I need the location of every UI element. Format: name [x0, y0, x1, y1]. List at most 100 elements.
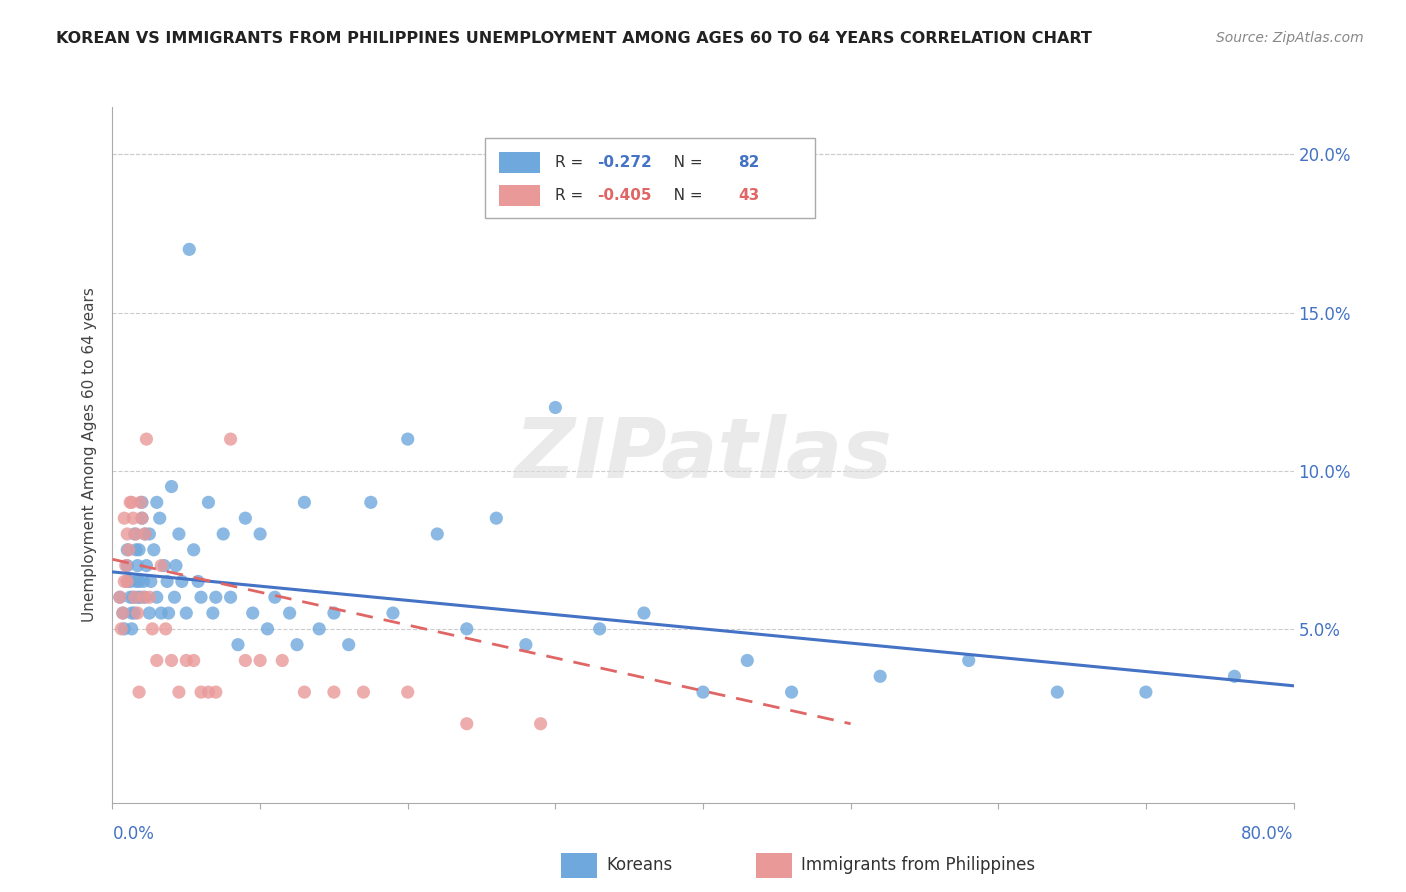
Point [131, 511, 153, 525]
Point [131, 511, 153, 525]
Point [132, 591, 155, 605]
Point [124, 606, 146, 620]
Text: R =: R = [555, 155, 589, 170]
Text: -0.405: -0.405 [596, 188, 651, 202]
Point [292, 685, 315, 699]
Point [165, 558, 187, 573]
Point [264, 591, 287, 605]
Point [156, 574, 179, 589]
Point [153, 558, 176, 573]
Point [117, 527, 138, 541]
Point [201, 606, 224, 620]
Point [112, 574, 135, 589]
Point [285, 638, 308, 652]
Point [120, 574, 142, 589]
Point [396, 432, 419, 446]
Point [426, 527, 449, 541]
Point [129, 591, 152, 605]
Point [121, 495, 143, 509]
Point [108, 591, 131, 605]
Point [233, 653, 256, 667]
Text: 80.0%: 80.0% [1241, 825, 1294, 843]
Point [692, 685, 714, 699]
Point [129, 495, 152, 509]
FancyBboxPatch shape [499, 153, 540, 173]
Point [396, 685, 419, 699]
FancyBboxPatch shape [499, 185, 540, 206]
Point [135, 558, 157, 573]
Point [110, 622, 132, 636]
Point [134, 527, 156, 541]
Point [205, 591, 228, 605]
Point [190, 685, 212, 699]
Point [125, 542, 148, 557]
Point [226, 638, 249, 652]
Point [121, 622, 143, 636]
Point [111, 606, 134, 620]
Text: R =: R = [555, 188, 589, 202]
FancyBboxPatch shape [561, 854, 596, 878]
Point [131, 495, 153, 509]
Point [122, 591, 145, 605]
Text: 0.0%: 0.0% [112, 825, 155, 843]
Text: ZIPatlas: ZIPatlas [515, 415, 891, 495]
Point [190, 591, 212, 605]
Point [249, 653, 271, 667]
Point [150, 558, 173, 573]
Point [135, 432, 157, 446]
Point [157, 606, 180, 620]
Point [323, 685, 346, 699]
Point [308, 622, 330, 636]
FancyBboxPatch shape [485, 138, 815, 219]
Point [117, 574, 138, 589]
Point [1046, 685, 1069, 699]
Point [167, 527, 190, 541]
Point [155, 622, 177, 636]
Point [138, 591, 160, 605]
Point [146, 653, 169, 667]
Text: Koreans: Koreans [606, 856, 672, 874]
Point [127, 558, 149, 573]
Point [125, 527, 148, 541]
Point [160, 479, 183, 493]
Text: 82: 82 [738, 155, 759, 170]
Point [737, 653, 759, 667]
Text: Immigrants from Philippines: Immigrants from Philippines [801, 856, 1035, 874]
Point [183, 653, 205, 667]
Point [197, 495, 219, 509]
Point [337, 638, 360, 652]
Point [114, 558, 136, 573]
Point [382, 606, 405, 620]
Text: N =: N = [659, 188, 707, 202]
Point [205, 685, 228, 699]
FancyBboxPatch shape [756, 854, 792, 878]
Point [242, 606, 264, 620]
Point [112, 622, 135, 636]
Point [292, 495, 315, 509]
Point [219, 432, 242, 446]
Point [256, 622, 278, 636]
Point [323, 606, 346, 620]
Point [456, 622, 478, 636]
Point [127, 606, 149, 620]
Point [138, 606, 160, 620]
Point [139, 574, 162, 589]
Point [132, 574, 155, 589]
Point [515, 638, 537, 652]
Point [170, 574, 193, 589]
Point [219, 591, 242, 605]
Point [124, 527, 146, 541]
Point [249, 527, 271, 541]
Point [197, 685, 219, 699]
Point [125, 574, 148, 589]
Point [122, 511, 145, 525]
Point [183, 542, 205, 557]
Point [117, 558, 138, 573]
Point [149, 511, 172, 525]
Point [117, 574, 138, 589]
Point [957, 653, 980, 667]
Point [111, 606, 134, 620]
Point [141, 622, 163, 636]
Point [117, 542, 138, 557]
Point [134, 527, 156, 541]
